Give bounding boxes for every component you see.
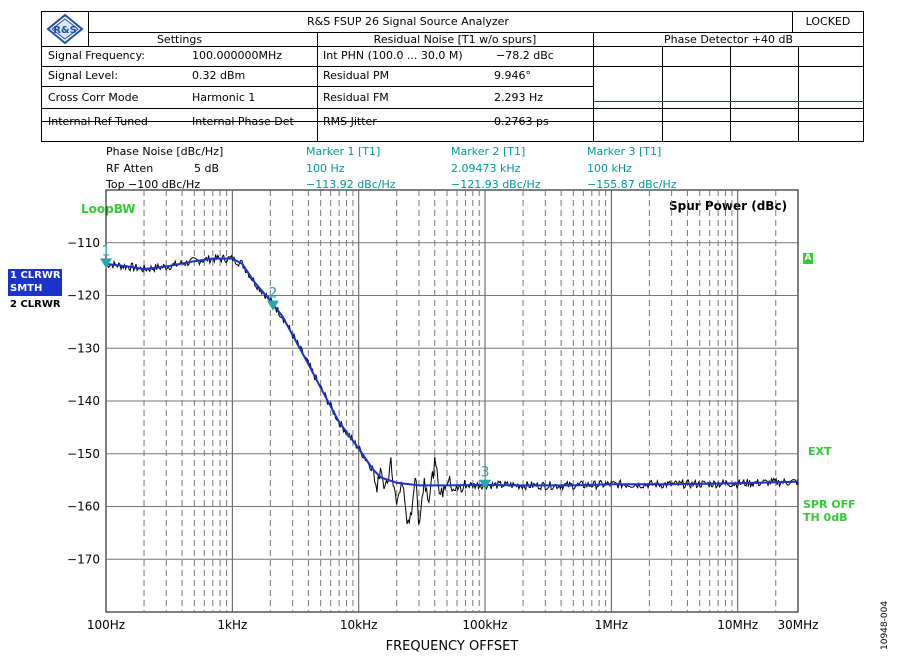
marker-number: 1 — [102, 243, 111, 259]
rs-logo: R&S — [42, 12, 88, 46]
y-axis: −110 −120 −130 −140 −150 −160 −170 — [67, 236, 100, 567]
marker2-freq: 2.09473 kHz — [451, 162, 521, 175]
x-tick-label: 10kHz — [340, 618, 378, 632]
marker1-level: −113.92 dBc/Hz — [306, 178, 396, 191]
loopbw-label: LoopBW — [81, 202, 136, 216]
ext-label: EXT — [808, 445, 832, 458]
y-tick-label: −160 — [67, 500, 100, 514]
setting-label: Signal Frequency: — [48, 49, 146, 62]
marker-triangle — [266, 300, 279, 311]
marker3-freq: 100 kHz — [587, 162, 632, 175]
spur-power-label: Spur Power (dBc) — [669, 199, 788, 213]
spr-off-label: SPR OFF — [803, 498, 856, 511]
settings-title: Settings — [156, 33, 203, 46]
ref-top-label: Top −100 dBc/Hz — [106, 178, 201, 191]
y-tick-label: −120 — [67, 289, 100, 303]
rs-logo-icon: R&S — [46, 13, 84, 45]
marker2-title: Marker 2 [T1] — [451, 145, 526, 158]
x-tick-label: 100Hz — [87, 618, 125, 632]
residual-label: Residual PM — [323, 69, 390, 82]
trace1-badge[interactable]: 1 CLRWR SMTH 1% — [8, 269, 62, 307]
marker-number: 3 — [481, 465, 490, 481]
residual-noise-title: Residual Noise [T1 w/o spurs] — [373, 33, 537, 46]
marker-triangle — [100, 258, 112, 269]
phase-detector-title: Phase Detector +40 dB — [663, 33, 793, 46]
trace1-smooth: SMTH 1% — [10, 283, 43, 307]
marker-triangle — [479, 479, 492, 490]
x-tick-label: 1MHz — [595, 618, 628, 632]
trace-smoothed — [105, 257, 799, 487]
residual-value: 9.946° — [494, 69, 531, 82]
marker1-title: Marker 1 [T1] — [306, 145, 381, 158]
marker3-level: −155.87 dBc/Hz — [587, 178, 677, 191]
phase-detector-line — [594, 101, 864, 102]
y-tick-label: −150 — [67, 447, 100, 461]
lock-status: LOCKED — [805, 15, 851, 28]
residual-label: RMS Jitter — [323, 115, 377, 128]
trace1-mode: 1 CLRWR — [10, 270, 61, 281]
markers: 1 2 3 — [100, 243, 492, 490]
marker2-level: −121.93 dBc/Hz — [451, 178, 541, 191]
a-flag: A — [803, 253, 813, 264]
marker-number: 2 — [268, 286, 277, 302]
setting-value: Internal Phase Det — [192, 115, 294, 128]
y-tick-label: −140 — [67, 394, 100, 408]
traces — [105, 254, 799, 525]
setting-label: Signal Level: — [48, 69, 119, 82]
x-tick-label: 1kHz — [217, 618, 247, 632]
setting-label: Cross Corr Mode — [48, 91, 139, 104]
setting-value: 100.000000MHz — [192, 49, 283, 62]
y-tick-label: −130 — [67, 341, 100, 355]
grid — [106, 190, 798, 612]
x-tick-label: 100kHz — [462, 618, 507, 632]
rf-atten-label: RF Atten — [106, 162, 154, 175]
x-axis: 100Hz 1kHz 10kHz 100kHz 1MHz 10MHz 30MHz — [87, 618, 819, 632]
residual-value: 2.293 Hz — [494, 91, 544, 104]
setting-value: 0.32 dBm — [192, 69, 246, 82]
th-label: TH 0dB — [803, 511, 848, 524]
window-title: R&S FSUP 26 Signal Source Analyzer — [307, 15, 509, 28]
y-tick-label: −110 — [67, 236, 100, 250]
setting-value: Harmonic 1 — [192, 91, 256, 104]
x-axis-title: FREQUENCY OFFSET — [386, 639, 519, 654]
rf-atten-value: 5 dB — [194, 162, 220, 175]
residual-label: Int PHN (100.0 ... 30.0 M) — [323, 49, 463, 62]
residual-value: 0.2763 ps — [494, 115, 549, 128]
marker3-title: Marker 3 [T1] — [587, 145, 662, 158]
svg-text:R&S: R&S — [53, 25, 77, 36]
setting-label: Internal Ref Tuned — [48, 115, 148, 128]
trace-raw — [105, 254, 799, 525]
trace2-label[interactable]: 2 CLRWR — [10, 299, 61, 310]
residual-label: Residual FM — [323, 91, 389, 104]
x-tick-label: 10MHz — [717, 618, 758, 632]
settings-panel: R&S R&S FSUP 26 Signal Source Analyzer L… — [41, 11, 864, 142]
residual-value: −78.2 dBc — [496, 49, 554, 62]
marker1-freq: 100 Hz — [306, 162, 345, 175]
phase-noise-unit: Phase Noise [dBc/Hz] — [106, 145, 224, 158]
x-tick-label: 30MHz — [778, 618, 819, 632]
y-tick-label: −170 — [67, 552, 100, 566]
